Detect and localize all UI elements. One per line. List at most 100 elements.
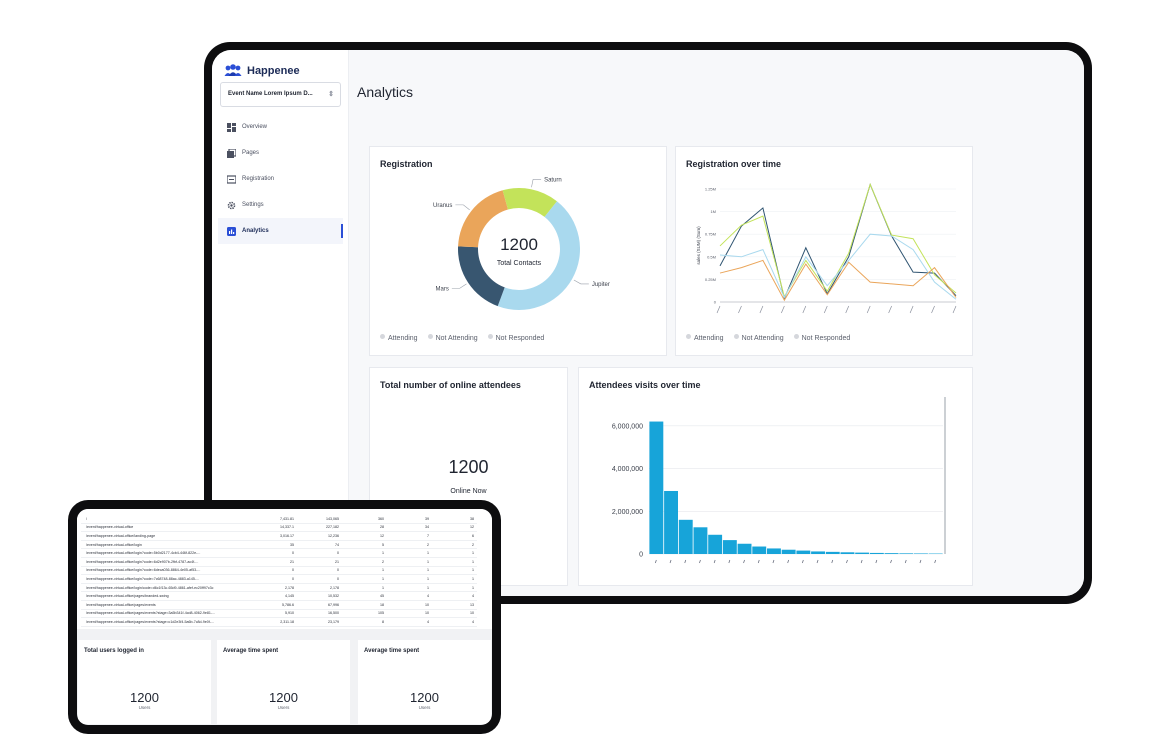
table-row[interactable]: /event/happenee-virtual-office/login?cod…	[81, 575, 477, 584]
table-row[interactable]: /event/happenee-virtual-office/login?cod…	[81, 558, 477, 567]
sidebar-item-settings[interactable]: Settings	[218, 192, 343, 218]
donut-slice-mars[interactable]	[458, 246, 505, 307]
bar[interactable]	[781, 549, 796, 554]
stat-value: 1200	[410, 690, 439, 705]
legend-item-not-responded[interactable]: Not Responded	[793, 334, 851, 342]
bar[interactable]	[899, 553, 914, 554]
bar[interactable]	[678, 519, 693, 554]
chart-legend: Attending Not Attending Not Responded	[380, 334, 544, 342]
chart-legend: Attending Not Attending Not Responded	[686, 334, 850, 342]
legend-item-not-attending[interactable]: Not Attending	[733, 334, 784, 342]
line-series-0[interactable]	[719, 182, 957, 300]
bar[interactable]	[649, 421, 664, 554]
bar[interactable]	[884, 553, 899, 554]
bar[interactable]	[855, 552, 870, 554]
y-tick-label: 0.5M	[707, 254, 716, 259]
table-row[interactable]: /event/happenee-virtual-office/landing-p…	[81, 532, 477, 541]
table-cell-value: 1	[427, 576, 429, 581]
donut-slice-jupiter[interactable]	[497, 201, 580, 310]
bar[interactable]	[752, 546, 767, 554]
table-row[interactable]: /event/happenee-virtual-office/pages/eve…	[81, 601, 477, 610]
table-cell-value: 12	[380, 533, 384, 538]
brand-name: Happenee	[247, 64, 300, 77]
table-cell-path: /event/happenee-virtual-office/login/cod…	[86, 585, 214, 590]
table-cell-value: 4,145	[285, 594, 294, 599]
bar[interactable]	[811, 551, 825, 554]
event-selector[interactable]: Event Name Lorem Ipsum D... ⇕	[220, 82, 341, 107]
sidebar-item-label: Registration	[242, 176, 275, 182]
bar[interactable]	[693, 527, 708, 554]
x-tick-mark	[866, 305, 871, 314]
table-row[interactable]: /event/happenee-virtual-office/pages/eve…	[81, 610, 477, 619]
table-row[interactable]: /event/happenee-virtual-office 14,337.1 22…	[81, 524, 477, 533]
stat-value: 1200	[130, 690, 159, 705]
table-row[interactable]: /event/happenee-virtual-office/login?cod…	[81, 549, 477, 558]
table-cell-value: 0	[337, 576, 339, 581]
legend-item-not-responded[interactable]: Not Responded	[487, 334, 545, 342]
card-title: Registration	[380, 159, 433, 169]
donut-slice-uranus[interactable]	[458, 190, 508, 248]
page-title: Analytics	[357, 84, 414, 100]
legend-label: Not Responded	[801, 335, 851, 342]
bar[interactable]	[722, 540, 737, 554]
table-cell-value: 14,337.1	[280, 525, 294, 530]
y-tick-label: 1.25M	[705, 187, 716, 192]
x-tick-mark	[772, 559, 775, 564]
brand-logo[interactable]: Happenee	[224, 64, 300, 77]
x-tick-mark	[860, 559, 863, 564]
donut-slice-saturn[interactable]	[502, 188, 557, 217]
bar[interactable]	[708, 534, 723, 554]
x-tick-mark	[757, 559, 760, 564]
table-cell-path: /event/happenee-virtual-office/pages/eve…	[86, 619, 214, 624]
sidebar-item-pages[interactable]: Pages	[218, 140, 343, 166]
bar[interactable]	[869, 552, 884, 554]
bar[interactable]	[767, 548, 781, 554]
table-row[interactable]: /event/happenee-virtual-office/pages/bra…	[81, 592, 477, 601]
table-cell-value: 38	[470, 516, 474, 521]
table-cell-value: 1	[427, 568, 429, 573]
registration-icon	[227, 174, 236, 184]
legend-item-attending[interactable]: Attending	[380, 334, 418, 342]
donut-leader-line	[451, 283, 467, 289]
happenee-logo-icon	[224, 64, 242, 76]
legend-label: Not Attending	[435, 335, 478, 342]
bar[interactable]	[737, 543, 752, 554]
table-cell-value: 12	[470, 525, 474, 530]
table-cell-value: 1	[382, 551, 384, 556]
online-attendees-value: 1200	[448, 457, 489, 477]
registration-donut-chart: Jupiter Mars Uranus Saturn 1200 Total Contact…	[433, 177, 610, 310]
table-cell-value: 7,431.81	[280, 516, 294, 521]
bar[interactable]	[825, 551, 840, 554]
bar[interactable]	[796, 550, 811, 554]
table-cell-value: 1	[427, 585, 429, 590]
line-series-1[interactable]	[719, 183, 957, 298]
donut-leader-line	[531, 179, 542, 188]
legend-label: Not Responded	[495, 335, 545, 342]
donut-leader-line	[573, 279, 589, 285]
sidebar-item-analytics[interactable]: Analytics	[218, 218, 343, 244]
table-cell-value: 28	[380, 525, 384, 530]
y-tick-label: 4,000,000	[612, 466, 643, 473]
line-series-3[interactable]	[719, 259, 957, 302]
mobile-screen: / 7,431.81 143,065 360 39 38/event/happenee-v…	[77, 509, 492, 725]
table-row[interactable]: /event/happenee-virtual-office/pages/eve…	[81, 618, 477, 627]
pages-icon	[227, 148, 236, 158]
bar[interactable]	[914, 553, 928, 554]
sidebar-item-overview[interactable]: Overview	[218, 114, 343, 140]
legend-item-not-attending[interactable]: Not Attending	[427, 334, 478, 342]
table-row[interactable]: /event/happenee-virtual-office/login/cod…	[81, 584, 477, 593]
legend-item-attending[interactable]: Attending	[686, 334, 724, 342]
sidebar-item-registration[interactable]: Registration	[218, 166, 343, 192]
donut-center-label: Total Contacts	[497, 260, 542, 267]
pages-table: / 7,431.81 143,065 360 39 38/event/happenee-v…	[77, 509, 492, 629]
table-row[interactable]: /event/happenee-virtual-office/login?cod…	[81, 567, 477, 576]
table-row[interactable]: /event/happenee-virtual-office/login 35 74…	[81, 541, 477, 550]
visits-bar-chart: 0 2,000,000 4,000,000 6,000,000	[612, 397, 946, 564]
y-tick-label: 6,000,000	[612, 423, 643, 430]
line-series-2[interactable]	[719, 233, 957, 300]
table-row[interactable]: / 7,431.81 143,065 360 39 38	[81, 515, 477, 524]
bar[interactable]	[840, 552, 855, 554]
stat-title: Total users logged in	[84, 648, 144, 654]
bar[interactable]	[664, 490, 678, 554]
x-tick-mark	[728, 559, 731, 564]
